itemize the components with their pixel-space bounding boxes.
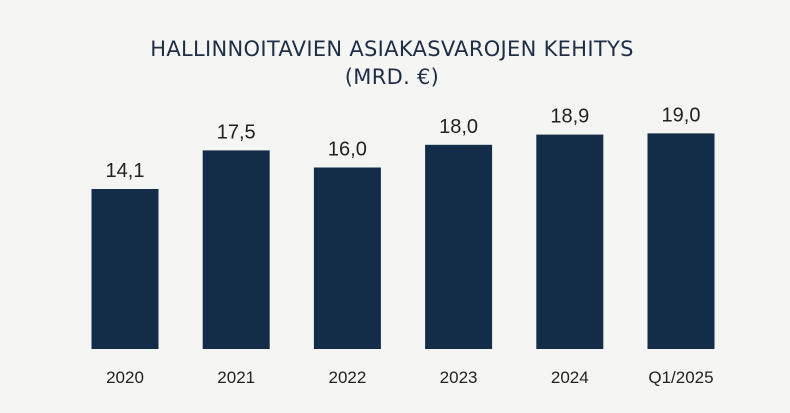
bar-q1-2025	[647, 133, 715, 349]
category-label: 2022	[328, 368, 366, 387]
bars-group	[91, 133, 715, 349]
category-label: 2021	[217, 368, 255, 387]
category-label: 2020	[106, 368, 144, 387]
category-labels-group: 2020 2021 2022 2023 2024 Q1/2025	[106, 368, 714, 387]
category-label: 2024	[551, 368, 589, 387]
bar-2021	[202, 150, 270, 349]
value-labels-group: 14,1 17,5 16,0 18,0 18,9 19,0	[106, 104, 701, 182]
bar-2024	[536, 134, 604, 349]
value-label: 18,0	[439, 116, 478, 138]
bar-2023	[425, 144, 493, 349]
chart-subtitle: (MRD. €)	[345, 65, 439, 89]
value-label: 14,1	[106, 160, 145, 182]
value-label: 17,5	[217, 121, 256, 143]
value-label: 18,9	[550, 106, 589, 128]
chart-title: HALLINNOITAVIEN ASIAKASVAROJEN KEHITYS	[150, 37, 633, 61]
bar-2020	[91, 189, 159, 349]
category-label: Q1/2025	[648, 368, 713, 387]
value-label: 16,0	[328, 139, 367, 161]
value-label: 19,0	[662, 104, 701, 126]
category-label: 2023	[440, 368, 478, 387]
bar-2022	[313, 167, 381, 349]
